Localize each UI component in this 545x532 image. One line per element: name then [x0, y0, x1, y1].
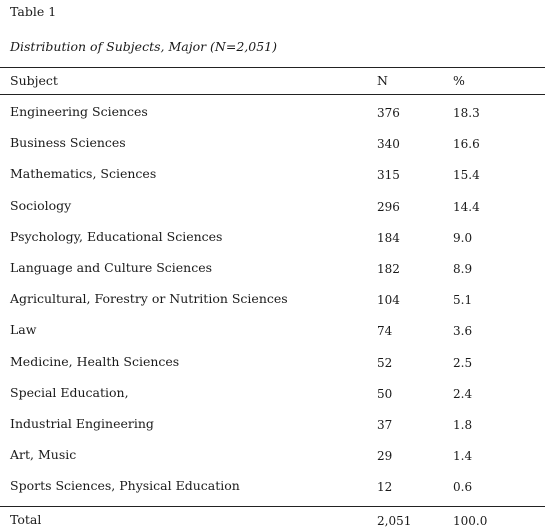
cell-subject: Engineering Sciences [10, 104, 148, 119]
cell-n: 340 [377, 137, 400, 152]
cell-n: 37 [377, 417, 393, 432]
cell-subject: Business Sciences [10, 135, 126, 151]
total-percent: 100.0 [453, 514, 488, 528]
table-row: Agricultural, Forestry or Nutrition Scie… [0, 289, 545, 320]
cell-subject: Language and Culture Sciences [10, 259, 213, 275]
table-row: Language and Culture Sciences 182 8.9 [0, 258, 545, 289]
table-header-row: Subject N % [0, 71, 545, 89]
cell-percent: 18.3 [453, 106, 480, 120]
table-row: Engineering Sciences 376 18.3 [0, 102, 545, 133]
total-n: 2,051 [377, 514, 412, 528]
header-n: N [377, 73, 388, 88]
cell-percent: 1.8 [453, 417, 473, 432]
cell-subject: Agricultural, Forestry or Nutrition Scie… [10, 291, 288, 307]
cell-percent: 14.4 [453, 199, 480, 214]
cell-n: 50 [377, 386, 393, 401]
cell-subject: Sociology [10, 197, 72, 213]
table-row: Art, Music 29 1.4 [0, 445, 545, 476]
table-row: Sociology 296 14.4 [0, 196, 545, 227]
table-row: Medicine, Health Sciences 52 2.5 [0, 352, 545, 383]
cell-percent: 2.4 [453, 386, 473, 401]
cell-n: 376 [377, 106, 400, 120]
cell-n: 104 [377, 293, 400, 308]
table-total-row: Total 2,051 100.0 [0, 510, 545, 528]
cell-n: 74 [377, 324, 393, 339]
table-row: Business Sciences 340 16.6 [0, 133, 545, 164]
total-label: Total [10, 512, 42, 527]
cell-subject: Industrial Engineering [10, 415, 154, 431]
cell-percent: 15.4 [453, 168, 480, 183]
table-row: Law 74 3.6 [0, 320, 545, 351]
cell-subject: Sports Sciences, Physical Education [10, 478, 240, 494]
table-row: Mathematics, Sciences 315 15.4 [0, 164, 545, 195]
cell-n: 184 [377, 230, 400, 245]
cell-percent: 0.6 [453, 480, 473, 495]
table-top-rule [0, 67, 545, 68]
cell-subject: Mathematics, Sciences [10, 166, 157, 182]
table-row: Sports Sciences, Physical Education 12 0… [0, 476, 545, 507]
cell-n: 296 [377, 199, 400, 214]
cell-n: 29 [377, 449, 393, 464]
cell-subject: Law [10, 322, 37, 338]
table-body: Engineering Sciences 376 18.3 Business S… [0, 102, 545, 507]
cell-percent: 2.5 [453, 355, 473, 370]
cell-n: 315 [377, 168, 400, 183]
table-header-rule [0, 94, 545, 95]
cell-subject: Special Education, [10, 384, 129, 400]
cell-n: 12 [377, 480, 393, 495]
cell-percent: 5.1 [453, 293, 473, 308]
header-percent: % [453, 73, 465, 88]
cell-subject: Medicine, Health Sciences [10, 353, 180, 369]
table-row: Industrial Engineering 37 1.8 [0, 414, 545, 445]
cell-percent: 8.9 [453, 261, 473, 276]
table-row: Psychology, Educational Sciences 184 9.0 [0, 227, 545, 258]
cell-subject: Psychology, Educational Sciences [10, 228, 223, 244]
cell-subject: Art, Music [10, 447, 77, 463]
header-subject: Subject [10, 73, 58, 88]
table-row: Special Education, 50 2.4 [0, 383, 545, 414]
cell-n: 182 [377, 261, 400, 276]
cell-percent: 3.6 [453, 324, 473, 339]
cell-n: 52 [377, 355, 393, 370]
table-number: Table 1 [10, 4, 57, 19]
cell-percent: 9.0 [453, 230, 473, 245]
cell-percent: 1.4 [453, 449, 473, 464]
cell-percent: 16.6 [453, 137, 480, 152]
table-caption: Distribution of Subjects, Major (N=2,051… [10, 39, 278, 54]
table-total-rule [0, 506, 545, 507]
